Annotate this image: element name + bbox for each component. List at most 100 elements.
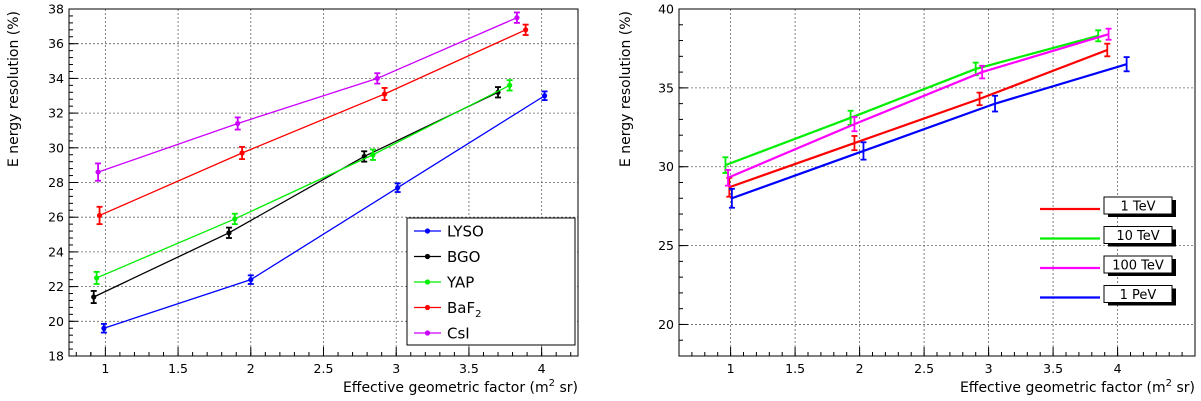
series-0 — [726, 42, 1111, 198]
series-line — [728, 48, 1108, 189]
data-point — [101, 325, 107, 331]
y-tick-label: 25 — [658, 238, 674, 253]
legend-label: 100 TeV — [1112, 259, 1164, 274]
series-4 — [95, 11, 520, 182]
x-axis-title-main: Effective geometric factor (m — [960, 380, 1166, 396]
legend-label-box — [1103, 226, 1173, 244]
x-axis-title-sup: 2 — [549, 378, 555, 389]
x-tick-label: 3 — [392, 361, 400, 376]
legend: LYSO BGO YAP BaF2 CsI — [406, 217, 576, 346]
legend-label-name: BaF — [447, 299, 475, 317]
series-2 — [725, 27, 1112, 187]
series-line — [93, 91, 499, 298]
x-tick-label: 3.5 — [1043, 361, 1063, 376]
series-0 — [100, 90, 548, 334]
right-chart: 1 1.5 2 2.5 3 3.5 4 20 25 30 35 40 Effective geometr… — [618, 2, 1196, 396]
y-axis-title: E nergy resolution (%) — [6, 11, 22, 167]
data-point — [374, 75, 380, 81]
data-point — [96, 212, 103, 219]
series-line — [727, 33, 1109, 179]
x-tick-label: 1 — [727, 361, 735, 376]
x-tick-label: 3.5 — [459, 361, 479, 376]
data-point — [523, 27, 529, 33]
x-tick-label: 2.5 — [914, 361, 934, 376]
series-2 — [93, 79, 513, 285]
data-point — [541, 93, 548, 99]
legend-label: BGO — [447, 248, 480, 266]
y-tick-label: 20 — [658, 317, 674, 332]
legend-swatch-marker — [424, 304, 431, 311]
data-point — [226, 230, 232, 236]
y-tick-label: 28 — [48, 175, 64, 190]
legend-label: CsI — [447, 325, 470, 343]
legend-label: LYSO — [447, 223, 484, 241]
data-point — [370, 152, 376, 158]
y-tick-label: 35 — [658, 80, 674, 95]
series-3 — [96, 23, 529, 226]
y-tick-label: 22 — [48, 279, 64, 294]
legend-swatch-marker — [424, 228, 431, 234]
legend-label: 1 TeV — [1120, 200, 1155, 215]
data-point — [248, 277, 254, 283]
x-tick-label: 1 — [101, 361, 109, 376]
y-axis-title: E nergy resolution (%) — [618, 11, 634, 167]
data-point — [507, 82, 513, 88]
x-axis-title: Effective geometric factor (m2 sr) — [343, 378, 578, 396]
legend-label-box — [1103, 196, 1173, 215]
data-point — [381, 91, 388, 97]
x-axis-title-tail: sr) — [555, 380, 578, 396]
x-axis-title-sup: 2 — [1166, 378, 1172, 389]
legend-label-name: YAP — [446, 274, 474, 292]
x-tick-label: 4 — [538, 361, 546, 376]
y-tick-label: 38 — [48, 2, 64, 17]
series-1 — [722, 29, 1102, 174]
legend-label-name: CsI — [447, 325, 470, 343]
x-axis-title-tail: sr) — [1172, 380, 1195, 396]
legend-swatch-marker — [424, 330, 431, 336]
y-tick-label: 30 — [48, 140, 64, 155]
series-line — [725, 34, 1099, 167]
x-tick-label: 2.5 — [314, 361, 334, 376]
legend-label: YAP — [446, 274, 474, 292]
x-tick-label: 1.5 — [168, 361, 188, 376]
legend-label-name: LYSO — [447, 223, 484, 241]
y-tick-label: 18 — [48, 349, 64, 364]
x-tick-label: 1.5 — [785, 361, 805, 376]
x-axis-title-main: Effective geometric factor (m — [343, 380, 549, 396]
left-chart: 1 1.5 2 2.5 3 3.5 4 18 20 22 24 26 28 30 32 34 36 38 Effec… — [6, 2, 579, 396]
y-tick-label: 30 — [658, 159, 674, 174]
series-line — [731, 63, 1127, 200]
y-tick-label: 20 — [48, 314, 64, 329]
y-tick-label: 36 — [48, 36, 64, 51]
y-tick-label: 40 — [658, 2, 674, 17]
series-line — [96, 84, 510, 279]
legend-label-sub: 2 — [475, 309, 481, 320]
legend: 1 TeV 10 TeV 100 TeV 1 PeV — [1040, 196, 1176, 306]
legend-swatch-marker — [424, 279, 431, 285]
legend-label: 1 PeV — [1120, 288, 1157, 303]
data-point — [94, 275, 100, 281]
series-3 — [728, 56, 1130, 209]
legend-label: 10 TeV — [1116, 229, 1159, 244]
legend-swatch-marker — [424, 253, 431, 260]
y-tick-label: 34 — [48, 71, 64, 86]
data-point — [232, 216, 238, 222]
y-tick-label: 26 — [48, 210, 64, 225]
data-point — [239, 150, 245, 156]
legend-label-box — [1103, 285, 1173, 303]
data-point — [235, 120, 241, 127]
series-line — [97, 17, 518, 173]
x-tick-label: 2 — [856, 361, 864, 376]
y-tick-label: 32 — [48, 106, 64, 121]
data-point — [91, 294, 97, 300]
legend-label-box — [1103, 255, 1173, 274]
y-tick-label: 24 — [48, 244, 64, 259]
series-line — [99, 29, 526, 217]
x-tick-label: 3 — [985, 361, 993, 376]
data-point — [95, 169, 101, 175]
data-point — [514, 15, 520, 21]
series-line — [103, 95, 545, 329]
legend-label-name: BGO — [447, 248, 480, 266]
x-axis-title: Effective geometric factor (m2 sr) — [960, 378, 1195, 396]
x-tick-label: 4 — [1114, 361, 1122, 376]
